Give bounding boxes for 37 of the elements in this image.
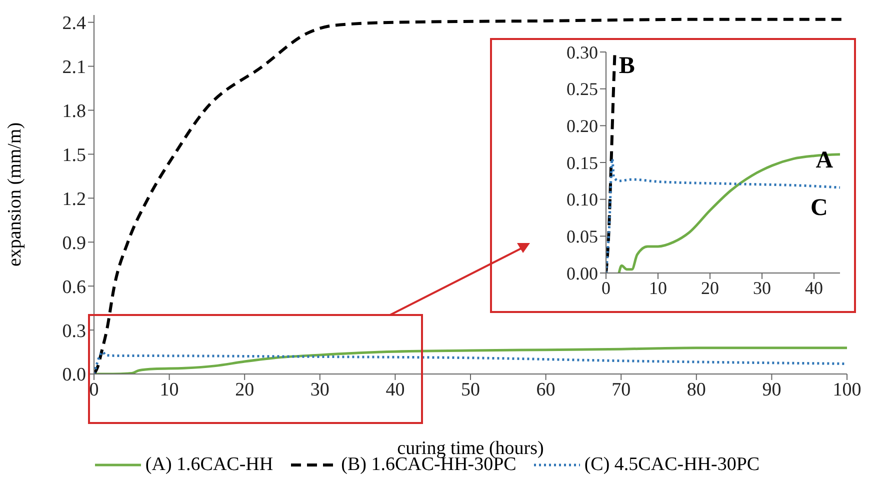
x-tick-label: 30 (310, 379, 330, 400)
x-tick-label: 0 (89, 379, 99, 400)
y-tick-label: 1.5 (62, 144, 86, 166)
y-tick-label: 0.20 (566, 116, 598, 136)
y-tick-label: 0.0 (62, 364, 86, 386)
y-tick-label: 0.10 (566, 190, 598, 210)
x-tick-label: 40 (386, 379, 405, 400)
y-tick-label: 0.15 (566, 152, 598, 173)
x-tick-label: 10 (160, 379, 179, 400)
y-tick-label: 1.8 (62, 100, 86, 122)
y-tick-label: 2.1 (62, 57, 86, 78)
x-tick-label: 20 (235, 379, 254, 400)
y-axis-title: expansion (mm/m) (4, 122, 26, 267)
y-tick-label: 0.00 (566, 263, 598, 284)
x-tick-label: 20 (701, 278, 719, 298)
x-tick-label: 60 (536, 379, 556, 400)
x-tick-label: 30 (753, 278, 771, 298)
legend-label: (A) 1.6CAC-HH (145, 454, 274, 476)
x-tick-label: 0 (602, 278, 610, 298)
y-tick-label: 0.05 (566, 226, 598, 247)
x-tick-label: 100 (832, 379, 862, 400)
y-tick-label: 2.4 (62, 13, 86, 34)
y-tick-label: 1.2 (62, 188, 86, 210)
x-tick-label: 40 (805, 278, 823, 298)
annotation: C (810, 195, 828, 222)
x-tick-label: 70 (612, 379, 631, 400)
y-tick-label: 0.9 (62, 232, 86, 254)
y-tick-label: 0.6 (62, 276, 86, 298)
x-tick-label: 90 (762, 379, 782, 400)
x-tick-label: 50 (461, 379, 480, 400)
x-tick-label: 10 (649, 278, 667, 298)
y-tick-label: 0.3 (62, 320, 86, 342)
y-tick-label: 0.25 (566, 79, 598, 100)
legend-label: (C) 4.5CAC-HH-30PC (584, 454, 760, 476)
x-tick-label: 80 (686, 379, 706, 400)
y-tick-label: 0.30 (566, 42, 598, 62)
annotation: B (618, 53, 635, 80)
